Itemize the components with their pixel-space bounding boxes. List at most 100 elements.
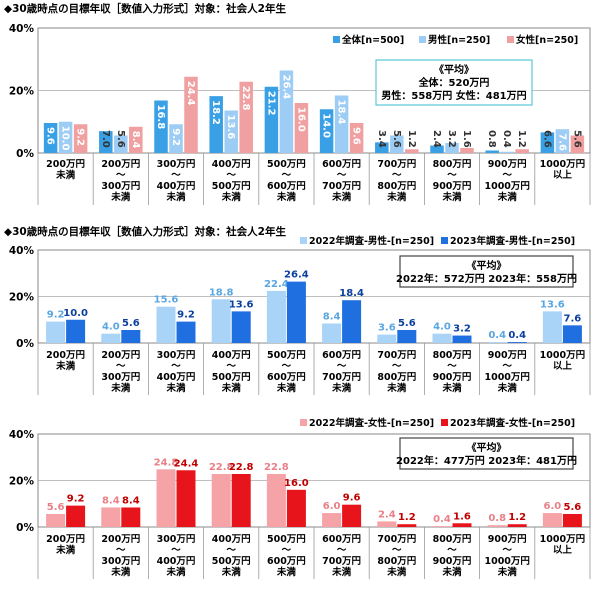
bar <box>211 299 231 343</box>
category-label: 500万円 <box>212 372 251 383</box>
bar <box>286 489 306 527</box>
category-label: ～ <box>226 361 236 372</box>
bar <box>231 473 251 527</box>
category-label: ～ <box>502 170 512 181</box>
chart-1: ◆30歳時点の目標年収［数値入力形式］対象：社会人2年生 0% 20% 40% 200万… <box>4 2 591 205</box>
category-label: 1000万円 <box>540 534 585 545</box>
bar <box>294 103 309 153</box>
category-label: 500万円 <box>267 350 306 361</box>
category-label: 1000万円 <box>540 159 585 170</box>
bar <box>322 323 342 343</box>
average-text: 全体：520万円 <box>418 76 490 89</box>
category-label: 700万円 <box>322 372 361 383</box>
data-label: 5.6 <box>122 318 140 329</box>
category-label: ～ <box>171 545 181 556</box>
data-label: 18.4 <box>339 288 364 299</box>
bar <box>432 333 452 343</box>
category-label: 700万円 <box>377 159 416 170</box>
category-label: ～ <box>337 170 347 181</box>
category-label: 400万円 <box>157 556 196 567</box>
category-label: 未満 <box>276 191 297 203</box>
category-label: ～ <box>447 545 457 556</box>
legend-label: 全体[n=500] <box>341 34 404 46</box>
bar <box>286 281 306 343</box>
category-label: 400万円 <box>212 534 251 545</box>
y-tick-label: 20% <box>9 86 35 98</box>
category-label: ～ <box>282 361 292 372</box>
category-label: 以上 <box>553 544 573 556</box>
average-text: 《平均》 <box>434 63 474 76</box>
legend-label: 男性[n=250] <box>428 34 490 46</box>
y-tick-label: 40% <box>9 245 35 257</box>
category-label: 以上 <box>553 360 573 372</box>
category-label: 600万円 <box>322 159 361 170</box>
data-label: 22.8 <box>240 86 251 111</box>
data-label: 1.2 <box>398 512 416 523</box>
bar <box>101 507 121 527</box>
legend-label: 2023年調査-男性-[n=250] <box>450 235 575 247</box>
category-label: 以上 <box>553 169 573 181</box>
category-label: 400万円 <box>157 372 196 383</box>
data-label: 22.8 <box>209 462 234 473</box>
data-label: 2.4 <box>378 509 396 520</box>
bar <box>121 329 141 343</box>
average-text: 《平均》 <box>467 441 507 454</box>
legend-swatch <box>300 419 307 426</box>
bar <box>239 81 253 153</box>
data-label: 9.2 <box>170 128 181 146</box>
data-label: 10.0 <box>63 308 88 319</box>
data-label: 6.0 <box>323 501 341 512</box>
category-label: 未満 <box>55 360 76 372</box>
data-label: 3.6 <box>378 323 396 334</box>
category-label: 600万円 <box>267 181 306 192</box>
data-label: 5.6 <box>391 130 402 148</box>
category-label: 300万円 <box>101 372 140 383</box>
bar <box>570 135 585 153</box>
bar <box>377 521 397 527</box>
legend-swatch <box>300 237 307 244</box>
y-tick-label: 0% <box>16 522 34 534</box>
data-label: 8.4 <box>102 495 120 506</box>
category-label: 800万円 <box>433 350 472 361</box>
legend-swatch <box>333 36 340 43</box>
bar <box>99 131 113 153</box>
bar <box>231 311 251 343</box>
category-label: 500万円 <box>267 534 306 545</box>
bar <box>562 325 582 343</box>
bar <box>169 124 183 153</box>
category-label: 未満 <box>165 566 186 578</box>
data-label: 14.0 <box>321 113 332 138</box>
category-label: 未満 <box>497 382 518 394</box>
data-label: 5.6 <box>564 502 582 513</box>
data-label: 0.8 <box>488 513 506 524</box>
data-label: 1.2 <box>406 130 417 148</box>
data-label: 18.2 <box>210 100 221 125</box>
category-label: ～ <box>116 361 126 372</box>
data-label: 16.0 <box>284 478 309 489</box>
category-label: 300万円 <box>157 534 196 545</box>
data-label: 13.6 <box>225 115 236 140</box>
bar <box>507 524 527 527</box>
category-label: 200万円 <box>46 159 85 170</box>
category-label: 400万円 <box>157 181 196 192</box>
category-label: 600万円 <box>267 372 306 383</box>
bar <box>322 513 342 527</box>
category-label: 500万円 <box>267 159 306 170</box>
chart-2: ◆30歳時点の目標年収［数値入力形式］対象：社会人2年生 0% 20% 40% 200万… <box>4 225 591 395</box>
data-label: 13.6 <box>229 299 254 310</box>
category-label: ～ <box>392 170 402 181</box>
data-label: 9.2 <box>47 310 65 321</box>
category-label: 未満 <box>221 566 242 578</box>
bar <box>432 526 452 527</box>
y-tick-label: 20% <box>9 476 35 488</box>
legend-swatch <box>441 419 448 426</box>
category-label: 500万円 <box>212 181 251 192</box>
data-label: 8.4 <box>122 495 140 506</box>
bar <box>397 329 417 343</box>
category-label: 800万円 <box>377 181 416 192</box>
category-label: 900万円 <box>433 372 472 383</box>
category-label: ～ <box>392 361 402 372</box>
category-label: 800万円 <box>377 372 416 383</box>
bar <box>121 507 141 527</box>
category-label: ～ <box>282 545 292 556</box>
